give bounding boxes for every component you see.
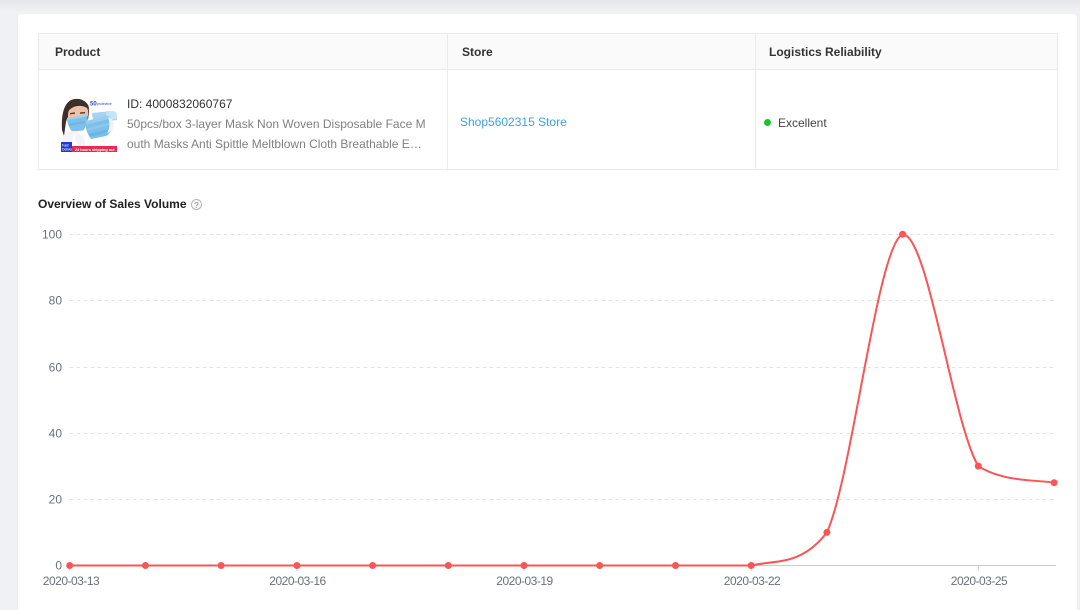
svg-text:2020-03-13: 2020-03-13 xyxy=(43,574,100,588)
svg-text:50: 50 xyxy=(90,102,97,108)
svg-text:24 hours shipping out: 24 hours shipping out xyxy=(75,148,115,152)
svg-text:40: 40 xyxy=(49,427,63,441)
svg-text:Fast: Fast xyxy=(62,144,69,148)
svg-text:2020-03-16: 2020-03-16 xyxy=(269,574,326,588)
svg-text:2020-03-19: 2020-03-19 xyxy=(496,574,553,588)
svg-text:100: 100 xyxy=(42,228,62,242)
svg-text:2020-03-25: 2020-03-25 xyxy=(951,574,1008,588)
svg-text:protective: protective xyxy=(97,102,112,106)
svg-text:Delivery: Delivery xyxy=(62,148,75,152)
svg-text:60: 60 xyxy=(49,361,63,375)
svg-text:2020-03-22: 2020-03-22 xyxy=(724,574,781,588)
svg-text:80: 80 xyxy=(49,294,63,308)
svg-text:20: 20 xyxy=(49,493,63,507)
svg-text:0: 0 xyxy=(55,559,62,573)
